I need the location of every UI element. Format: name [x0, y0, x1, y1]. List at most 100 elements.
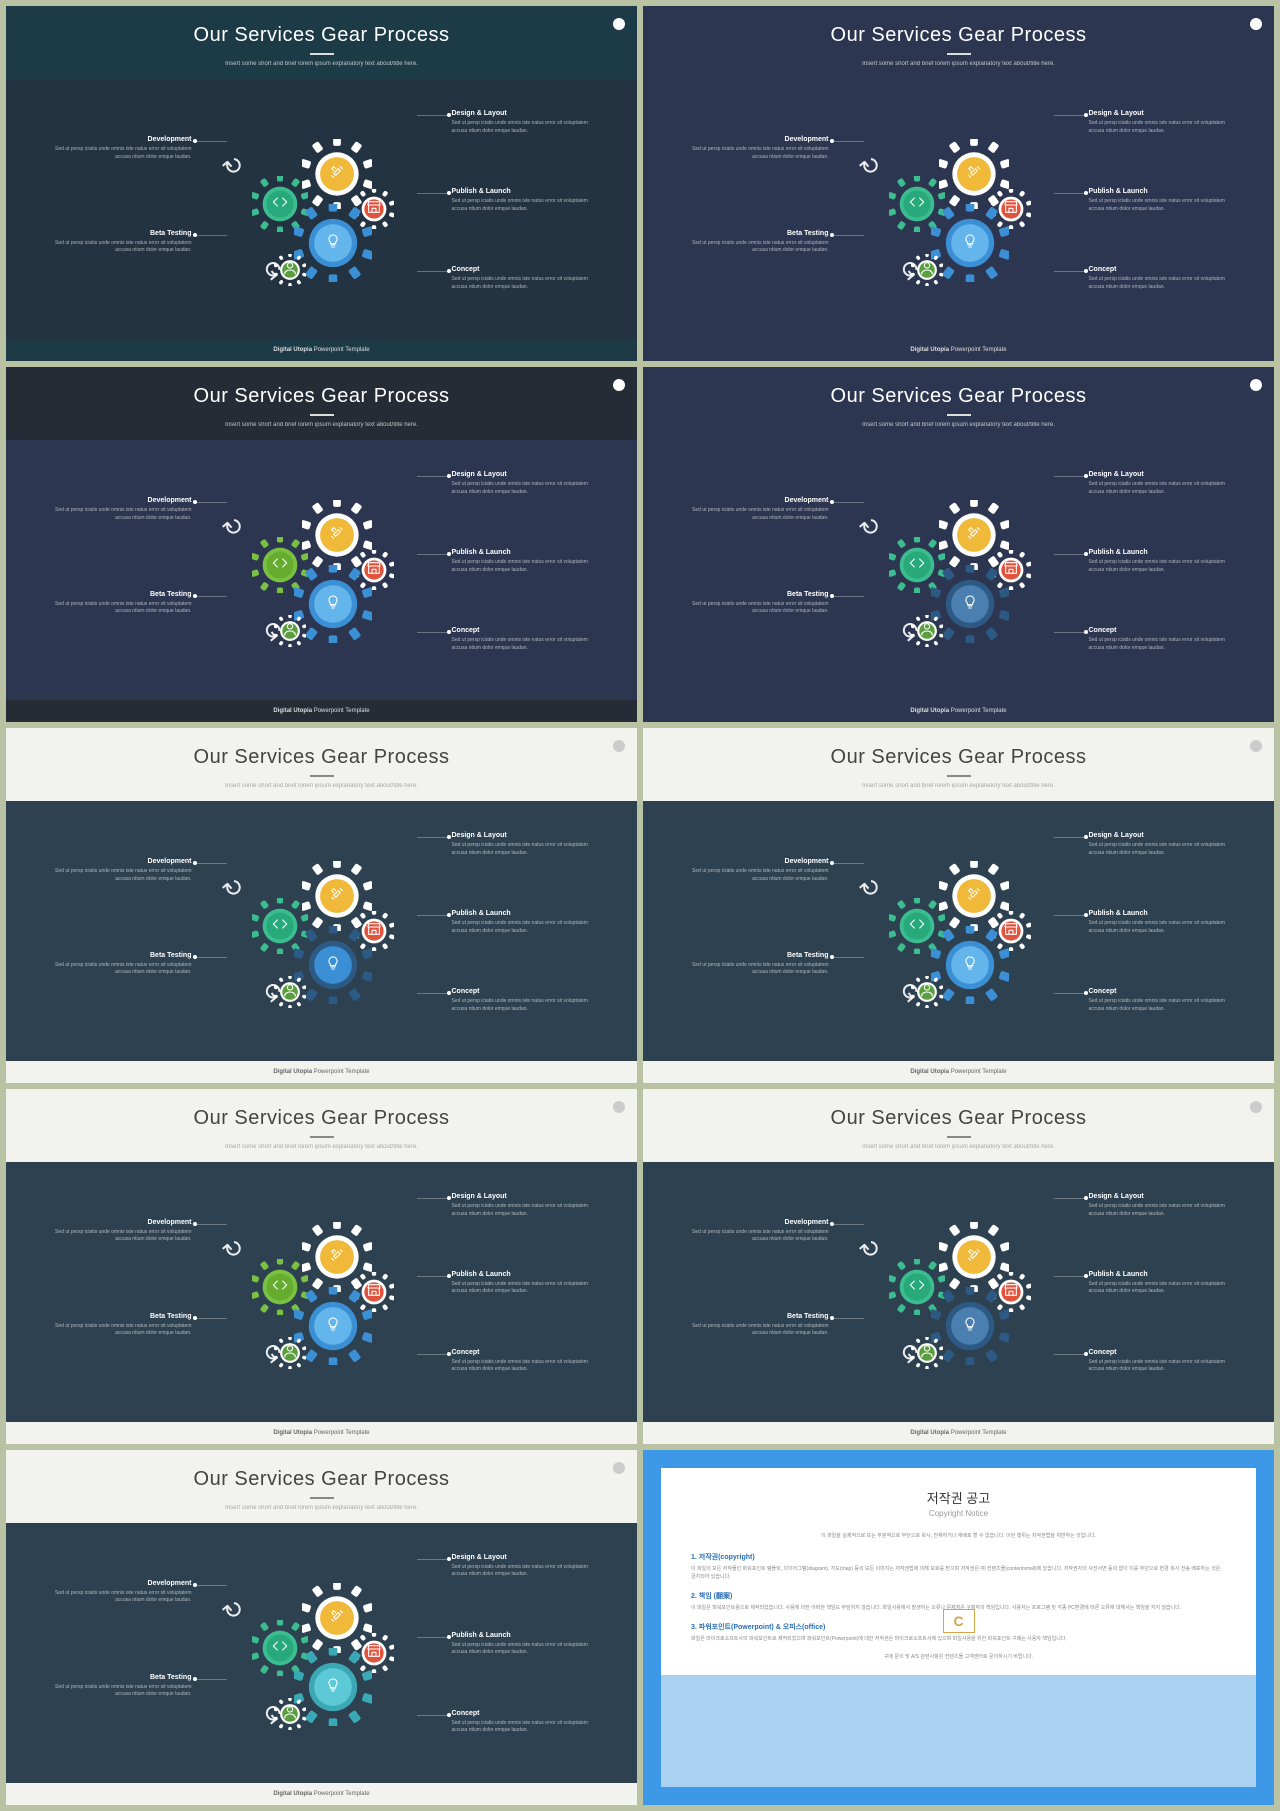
callout-text: Sed ut persp iciatis unde omnis iste nat…: [452, 920, 602, 935]
connector-line: [417, 115, 449, 116]
callout-right-1: Publish & Launch Sed ut persp iciatis un…: [1089, 910, 1239, 935]
callout-text: Sed ut persp iciatis unde omnis iste nat…: [1089, 1203, 1239, 1218]
connector-line: [417, 554, 449, 555]
title-divider: [310, 53, 334, 55]
callout-title: Design & Layout: [452, 1554, 602, 1561]
connector-line: [832, 863, 864, 864]
callouts: Development Sed ut persp iciatis unde om…: [6, 1162, 637, 1422]
callout-text: Sed ut persp iciatis unde omnis iste nat…: [452, 276, 602, 291]
callout-right-2: Concept Sed ut persp iciatis unde omnis …: [452, 988, 602, 1013]
slide-dark2: Our Services Gear Process Insert some sh…: [643, 367, 1274, 722]
callout-title: Publish & Launch: [1089, 549, 1239, 556]
slide-title: Our Services Gear Process: [831, 385, 1087, 408]
callout-text: Sed ut persp iciatis unde omnis iste nat…: [42, 1323, 192, 1338]
copyright-footer-note: 구매 문의 및 A/S 관련사항은 컨텐츠몰 고객센터로 문의하시기 바랍니다.: [691, 1653, 1226, 1661]
callouts: Development Sed ut persp iciatis unde om…: [6, 79, 637, 339]
callout-right-0: Design & Layout Sed ut persp iciatis und…: [1089, 471, 1239, 496]
connector-line: [195, 1679, 227, 1680]
callout-right-2: Concept Sed ut persp iciatis unde omnis …: [452, 1349, 602, 1374]
slide-light: Our Services Gear Process Insert some sh…: [643, 728, 1274, 1083]
slide-body: ↻ ↻ Development Sed ut persp iciatis und…: [643, 1162, 1274, 1422]
callout-title: Publish & Launch: [1089, 1271, 1239, 1278]
footer-rest: Powerpoint Template: [312, 1069, 370, 1075]
slide-footer: Digital Utopia Powerpoint Template: [643, 1061, 1274, 1083]
slide-subtitle: Insert some short and brief lorem ipsum …: [862, 783, 1055, 789]
callout-right-1: Publish & Launch Sed ut persp iciatis un…: [452, 549, 602, 574]
corner-dot: [613, 1101, 625, 1113]
footer-rest: Powerpoint Template: [949, 1430, 1007, 1436]
callout-title: Development: [42, 136, 192, 143]
callout-text: Sed ut persp iciatis unde omnis iste nat…: [452, 120, 602, 135]
callout-title: Development: [42, 858, 192, 865]
connector-dot: [193, 500, 197, 504]
slide-header: Our Services Gear Process Insert some sh…: [6, 1450, 637, 1523]
connector-line: [417, 632, 449, 633]
callout-text: Sed ut persp iciatis unde omnis iste nat…: [1089, 920, 1239, 935]
callout-title: Beta Testing: [679, 591, 829, 598]
connector-line: [417, 476, 449, 477]
callout-title: Development: [679, 497, 829, 504]
callout-text: Sed ut persp iciatis unde omnis iste nat…: [1089, 998, 1239, 1013]
footer-rest: Powerpoint Template: [949, 347, 1007, 353]
callout-text: Sed ut persp iciatis unde omnis iste nat…: [42, 507, 192, 522]
callout-title: Development: [42, 1580, 192, 1587]
slide-header: Our Services Gear Process Insert some sh…: [6, 1089, 637, 1162]
callout-text: Sed ut persp iciatis unde omnis iste nat…: [452, 637, 602, 652]
connector-dot: [447, 913, 451, 917]
slide-header: Our Services Gear Process Insert some sh…: [6, 6, 637, 79]
connector-dot: [193, 1222, 197, 1226]
slide-dark3: Our Services Gear Process Insert some sh…: [6, 367, 637, 722]
connector-dot: [447, 991, 451, 995]
callout-right-1: Publish & Launch Sed ut persp iciatis un…: [452, 1271, 602, 1296]
connector-dot: [447, 1196, 451, 1200]
slide-body: ↻ ↻ Development Sed ut persp iciatis und…: [643, 440, 1274, 700]
callout-title: Publish & Launch: [452, 549, 602, 556]
callouts: Development Sed ut persp iciatis unde om…: [643, 440, 1274, 700]
connector-dot: [1084, 991, 1088, 995]
connector-line: [417, 1637, 449, 1638]
connector-line: [417, 1559, 449, 1560]
callout-text: Sed ut persp iciatis unde omnis iste nat…: [679, 146, 829, 161]
callout-title: Beta Testing: [679, 1313, 829, 1320]
slide-footer: Digital Utopia Powerpoint Template: [6, 339, 637, 361]
slide-header: Our Services Gear Process Insert some sh…: [643, 1089, 1274, 1162]
title-divider: [310, 414, 334, 416]
callout-left-1: Beta Testing Sed ut persp iciatis unde o…: [42, 1313, 192, 1338]
slide-body: ↻ ↻ Development Sed ut persp iciatis und…: [643, 801, 1274, 1061]
connector-dot: [193, 861, 197, 865]
callouts: Development Sed ut persp iciatis unde om…: [643, 801, 1274, 1061]
corner-dot: [1250, 379, 1262, 391]
callout-text: Sed ut persp iciatis unde omnis iste nat…: [452, 198, 602, 213]
slide-title: Our Services Gear Process: [194, 385, 450, 408]
connector-line: [417, 1276, 449, 1277]
callout-title: Development: [42, 1219, 192, 1226]
connector-line: [1054, 632, 1086, 633]
corner-dot: [613, 1462, 625, 1474]
connector-dot: [1084, 1274, 1088, 1278]
corner-dot: [1250, 1101, 1262, 1113]
section-text: 이 파일의 모든 저작물인 파워포인트 템플릿, 다이어그램(diagram),…: [691, 1565, 1226, 1581]
callout-text: Sed ut persp iciatis unde omnis iste nat…: [452, 998, 602, 1013]
slide-dark2: Our Services Gear Process Insert some sh…: [643, 6, 1274, 361]
connector-line: [195, 957, 227, 958]
callout-title: Concept: [452, 627, 602, 634]
callout-left-0: Development Sed ut persp iciatis unde om…: [42, 1580, 192, 1605]
connector-dot: [1084, 269, 1088, 273]
callout-text: Sed ut persp iciatis unde omnis iste nat…: [452, 1564, 602, 1579]
callout-right-2: Concept Sed ut persp iciatis unde omnis …: [1089, 988, 1239, 1013]
title-divider: [947, 1136, 971, 1138]
connector-dot: [830, 500, 834, 504]
connector-line: [832, 596, 864, 597]
callout-text: Sed ut persp iciatis unde omnis iste nat…: [42, 240, 192, 255]
connector-line: [1054, 915, 1086, 916]
slide-body: ↻ ↻ Development Sed ut persp iciatis und…: [6, 1523, 637, 1783]
connector-line: [832, 502, 864, 503]
callout-text: Sed ut persp iciatis unde omnis iste nat…: [1089, 637, 1239, 652]
connector-dot: [447, 835, 451, 839]
connector-line: [417, 993, 449, 994]
slide-subtitle: Insert some short and brief lorem ipsum …: [862, 422, 1055, 428]
callout-right-0: Design & Layout Sed ut persp iciatis und…: [452, 471, 602, 496]
connector-line: [832, 1224, 864, 1225]
footer-brand: Digital Utopia: [910, 1430, 949, 1436]
callout-left-0: Development Sed ut persp iciatis unde om…: [679, 1219, 829, 1244]
